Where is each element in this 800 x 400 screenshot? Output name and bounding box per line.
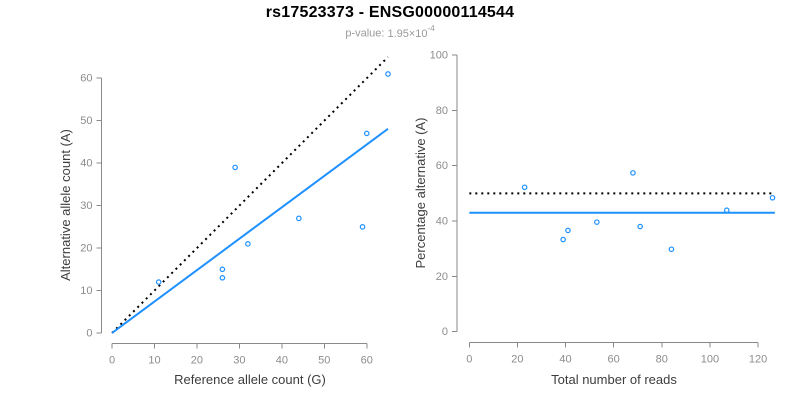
- data-point: [219, 274, 226, 281]
- figure-subtitle: p-value: 1.95×10-4: [0, 24, 780, 40]
- pvalue-label: p-value:: [345, 27, 385, 40]
- y-tick-label: 60: [436, 160, 448, 172]
- y-tick-label: 50: [80, 115, 92, 127]
- left-y-axis-title: Alternative allele count (A): [58, 129, 73, 281]
- right-x-axis-title: Total number of reads: [551, 372, 677, 387]
- y-tick-label: 20: [80, 243, 92, 255]
- figure-title: rs17523373 - ENSG00000114544: [265, 4, 515, 21]
- fit-line: [111, 127, 389, 334]
- identity-line: [111, 56, 389, 334]
- data-point: [521, 184, 528, 191]
- data-point: [594, 219, 600, 225]
- x-tick-label: 60: [608, 354, 620, 366]
- y-tick-label: 10: [80, 285, 92, 297]
- y-tick-label: 80: [436, 105, 448, 117]
- y-tick-label: 0: [86, 328, 92, 340]
- y-tick-label: 20: [436, 271, 448, 283]
- x-tick-label: 0: [466, 354, 472, 366]
- right-panel: 0 20 40 60 80 100 0 20 40 60 80 100 120: [430, 50, 776, 366]
- x-tick-label: 100: [701, 354, 719, 366]
- data-point: [668, 246, 675, 253]
- y-tick-label: 0: [442, 326, 448, 338]
- pvalue-exponent: -4: [427, 24, 435, 33]
- y-tick-label: 100: [430, 50, 448, 62]
- x-tick-label: 0: [109, 355, 115, 367]
- data-point: [630, 170, 636, 176]
- data-point: [359, 224, 366, 230]
- x-tick-label: 40: [559, 354, 571, 366]
- data-point: [155, 279, 162, 285]
- data-point: [769, 194, 776, 201]
- x-tick-label: 60: [361, 355, 373, 367]
- left-panel: 0 10 20 30 40 50 60 0 10 20 30 40 50 60: [80, 56, 391, 367]
- data-point: [296, 215, 302, 222]
- data-point: [245, 241, 251, 247]
- data-point: [363, 130, 370, 137]
- data-point: [637, 223, 643, 230]
- left-x-axis-title: Reference allele count (G): [174, 372, 326, 387]
- x-tick-label: 80: [656, 354, 668, 366]
- y-tick-label: 30: [80, 200, 92, 212]
- y-tick-label: 40: [80, 158, 92, 170]
- x-tick-label: 40: [276, 355, 288, 367]
- x-tick-label: 20: [191, 355, 203, 367]
- data-point: [560, 236, 566, 243]
- x-tick-label: 50: [318, 355, 330, 367]
- x-tick-label: 120: [749, 354, 767, 366]
- data-point: [232, 164, 238, 171]
- pvalue-base: 1.95×10: [387, 27, 428, 40]
- y-tick-label: 60: [80, 73, 92, 85]
- x-tick-label: 10: [148, 355, 160, 367]
- data-point: [565, 227, 571, 234]
- y-tick-label: 40: [436, 216, 448, 228]
- data-point: [219, 266, 226, 273]
- data-point: [723, 207, 730, 214]
- right-y-axis-title: Percentage alternative (A): [413, 117, 428, 268]
- data-point: [385, 71, 391, 77]
- x-tick-label: 30: [233, 355, 245, 367]
- x-tick-label: 20: [511, 354, 523, 366]
